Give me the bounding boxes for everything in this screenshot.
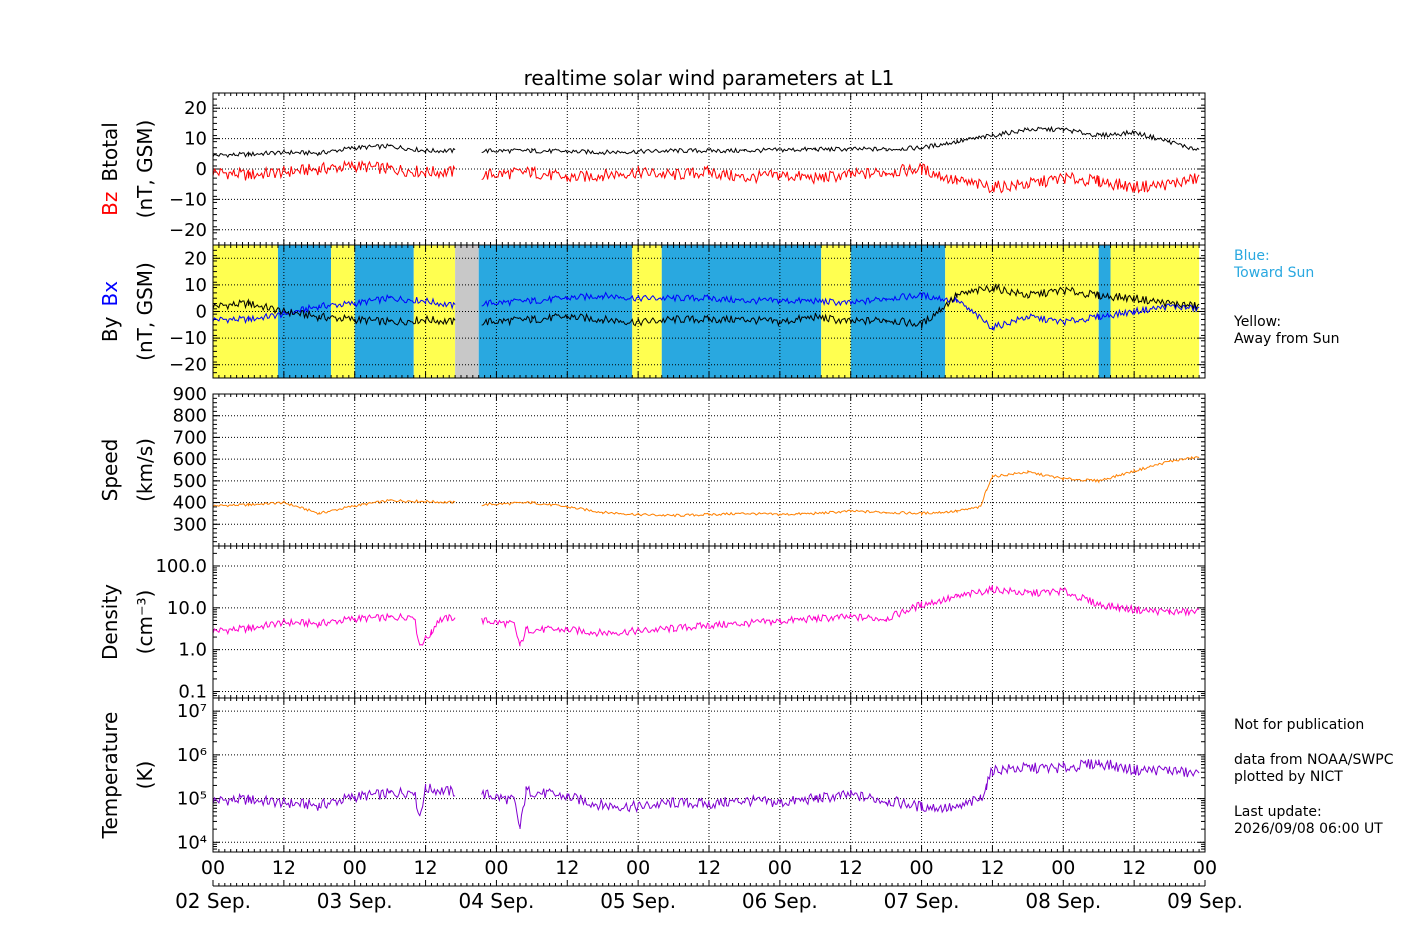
hour-tick-label: 12 [272, 857, 296, 879]
y-tick-label: −10 [169, 189, 207, 210]
sector-band-none [455, 245, 479, 378]
y-axis-label: Temperature [98, 712, 122, 840]
chart-title: realtime solar wind parameters at L1 [523, 66, 895, 90]
y-tick-label: 700 [173, 427, 207, 448]
y-axis-label: Speed [98, 439, 122, 502]
sector-band-away [821, 245, 851, 378]
hour-tick-label: 12 [1122, 857, 1146, 879]
hour-tick-label: 12 [697, 857, 721, 879]
hour-tick-label: 00 [1193, 857, 1217, 879]
y-tick-label: 100.0 [155, 556, 207, 577]
hour-tick-label: 12 [555, 857, 579, 879]
source-line-2: plotted by NICT [1234, 769, 1343, 785]
y-axis-unit: (K) [133, 761, 157, 790]
y-axis-unit: (km/s) [133, 438, 157, 502]
y-tick-label: 10.0 [167, 598, 207, 619]
sector-band-away [945, 245, 1099, 378]
series-density [213, 585, 1200, 647]
y-tick-label: 0 [196, 159, 207, 180]
series-bz [213, 159, 1200, 194]
day-tick-label: 03 Sep. [317, 889, 393, 913]
y-tick-label: 800 [173, 406, 207, 427]
series-bx [213, 291, 1200, 332]
hour-tick-label: 00 [1051, 857, 1075, 879]
y-tick-label: 10⁷ [177, 701, 207, 722]
legend-blue-desc: Toward Sun [1234, 265, 1315, 281]
hour-tick-label: 12 [413, 857, 437, 879]
series-temperature [213, 759, 1200, 830]
y-label-part: Bx [98, 281, 122, 307]
day-tick-label: 09 Sep. [1167, 889, 1243, 913]
y-tick-label: 0 [196, 302, 207, 323]
y-axis-unit: (nT, GSM) [133, 262, 157, 361]
notice-text: Not for publication [1234, 717, 1365, 733]
day-tick-label: 07 Sep. [884, 889, 960, 913]
series-by [213, 283, 1200, 329]
y-tick-label: 400 [173, 493, 207, 514]
day-tick-label: 05 Sep. [600, 889, 676, 913]
y-tick-label: 1.0 [178, 640, 207, 661]
day-tick-label: 04 Sep. [458, 889, 534, 913]
y-axis-label: Density [98, 584, 122, 660]
update-value: 2026/09/08 06:00 UT [1234, 821, 1383, 837]
hour-tick-label: 00 [768, 857, 792, 879]
hour-tick-label: 00 [626, 857, 650, 879]
y-tick-label: 500 [173, 471, 207, 492]
y-tick-label: 0.1 [178, 682, 207, 703]
hour-tick-label: 00 [343, 857, 367, 879]
y-tick-label: 10⁶ [177, 745, 207, 766]
y-tick-label: 20 [184, 248, 207, 269]
y-tick-label: −20 [169, 355, 207, 376]
hour-tick-label: 00 [909, 857, 933, 879]
series-speed [213, 456, 1200, 518]
hour-tick-label: 12 [839, 857, 863, 879]
day-tick-label: 08 Sep. [1025, 889, 1101, 913]
y-tick-label: 600 [173, 449, 207, 470]
legend-yellow-desc: Away from Sun [1234, 331, 1340, 347]
y-tick-label: 10⁵ [177, 789, 207, 810]
y-tick-label: 300 [173, 514, 207, 535]
y-axis-unit: (nT, GSM) [133, 120, 157, 219]
hour-tick-label: 12 [980, 857, 1004, 879]
y-label-part: By [98, 316, 122, 342]
series-btotal [213, 125, 1200, 159]
y-axis-label: By Bx [98, 281, 122, 342]
y-tick-label: 10 [184, 129, 207, 150]
source-line-1: data from NOAA/SWPC [1234, 752, 1394, 768]
day-tick-label: 06 Sep. [742, 889, 818, 913]
y-axis-label: Bz Btotal [98, 122, 122, 216]
y-tick-label: 20 [184, 98, 207, 119]
y-label-part: Btotal [98, 122, 122, 181]
sector-band-away [632, 245, 662, 378]
update-label: Last update: [1234, 804, 1322, 820]
y-tick-label: −20 [169, 220, 207, 241]
y-label-part: Bz [98, 192, 122, 216]
hour-tick-label: 00 [201, 857, 225, 879]
hour-tick-label: 00 [484, 857, 508, 879]
panel-frame [212, 697, 1206, 853]
legend-yellow-label: Yellow: [1234, 314, 1282, 330]
y-tick-label: 10⁴ [177, 832, 207, 853]
sector-band-away [413, 245, 456, 378]
legend-blue-label: Blue: [1234, 248, 1270, 264]
day-tick-label: 02 Sep. [175, 889, 251, 913]
y-tick-label: 10 [184, 275, 207, 296]
y-tick-label: −10 [169, 328, 207, 349]
y-tick-label: 900 [173, 384, 207, 405]
y-axis-unit: (cm⁻³) [133, 590, 157, 655]
panel-frame [212, 244, 1206, 379]
